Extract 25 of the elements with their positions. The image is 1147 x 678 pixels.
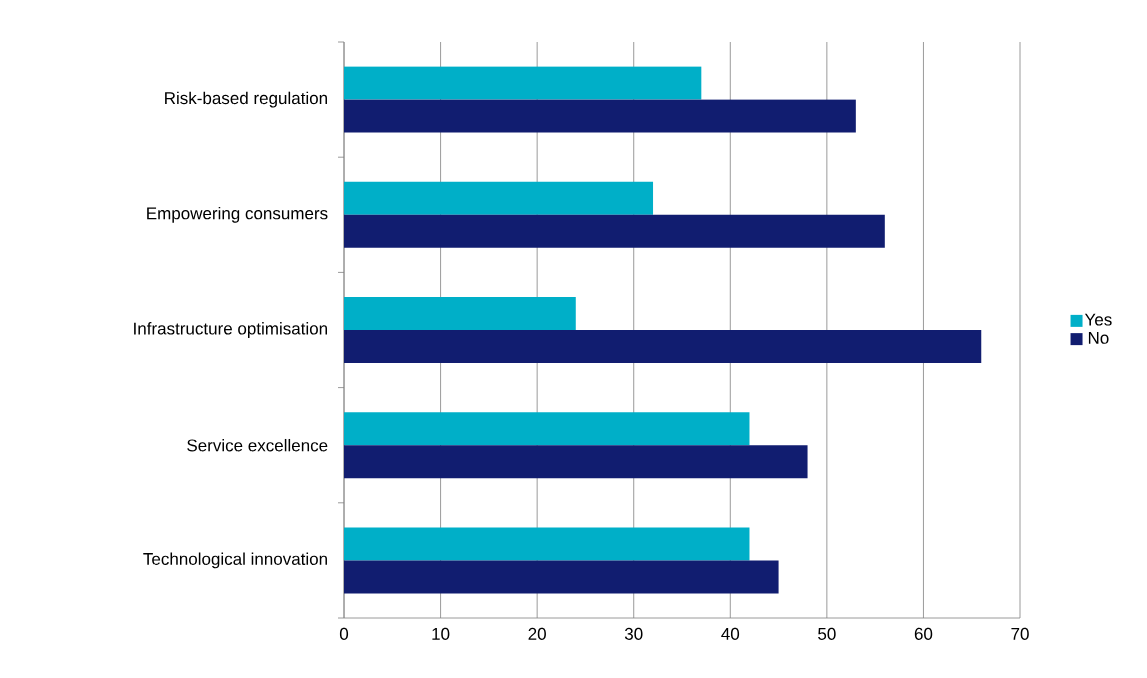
y-tick-label: Technological innovation xyxy=(143,552,327,569)
y-tick-label: Service excellence xyxy=(187,438,328,452)
x-tick-label: 40 xyxy=(721,627,740,640)
x-tick-label: 60 xyxy=(914,627,933,640)
y-tick-label: Empowering consumers xyxy=(147,206,328,223)
y-tick-label: Infrastructure optimisation xyxy=(134,322,327,338)
x-tick-label: 20 xyxy=(528,627,546,640)
legend-label: Yes xyxy=(1084,313,1112,326)
x-tick-label: 70 xyxy=(1011,627,1029,640)
legend-label: No xyxy=(1088,332,1109,344)
bar xyxy=(344,445,808,479)
x-tick-label: 0 xyxy=(339,627,349,640)
x-tick-label: 50 xyxy=(818,627,836,640)
y-tick-label: Risk-based regulation xyxy=(165,91,327,108)
bar xyxy=(344,214,885,248)
bar xyxy=(344,99,856,133)
bar xyxy=(344,527,750,561)
bar xyxy=(344,297,576,330)
x-tick-label: 30 xyxy=(624,627,643,640)
x-tick-label: 10 xyxy=(432,627,450,640)
bar xyxy=(344,66,702,100)
bar xyxy=(344,412,750,446)
bar xyxy=(344,560,779,594)
bar xyxy=(344,330,982,363)
bar xyxy=(344,181,654,215)
